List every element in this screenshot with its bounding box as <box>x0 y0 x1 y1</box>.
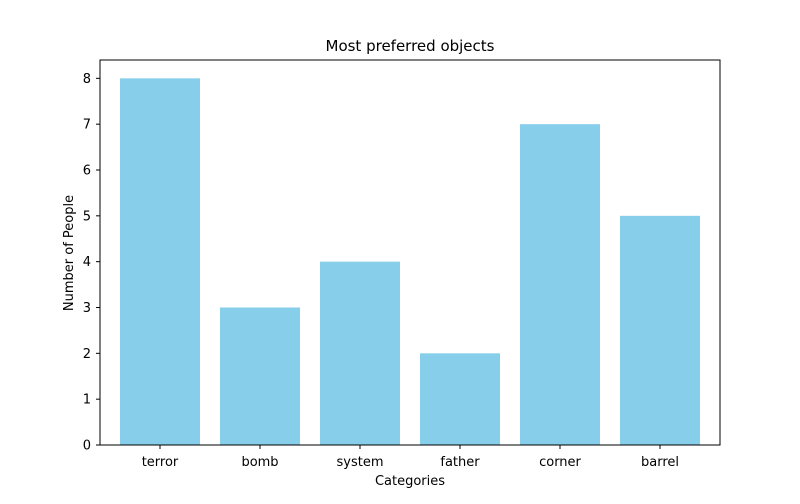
y-tick-label: 7 <box>83 118 91 133</box>
bars-layer <box>120 78 700 446</box>
x-tick-label: bomb <box>241 455 278 470</box>
bar-terror <box>120 78 200 445</box>
y-tick-label: 3 <box>83 301 91 316</box>
bar-system <box>320 261 400 445</box>
plot-area-frame <box>99 59 721 446</box>
bar-corner <box>520 124 600 446</box>
y-tick-label: 5 <box>83 209 91 224</box>
x-tick-label: barrel <box>641 455 679 470</box>
x-axis-ticks: terror bomb system father corner barrel <box>142 445 679 470</box>
y-tick-label: 8 <box>83 72 91 87</box>
y-tick-label: 0 <box>83 439 91 454</box>
x-tick-label: system <box>337 455 384 470</box>
chart-title: Most preferred objects <box>326 37 495 55</box>
bar-father <box>420 353 500 445</box>
y-tick-label: 4 <box>83 255 91 270</box>
x-tick-label: terror <box>142 455 179 470</box>
x-tick-label: father <box>440 455 480 470</box>
y-tick-label: 6 <box>83 164 91 179</box>
y-axis-label: Number of People <box>62 195 77 311</box>
x-axis-label: Categories <box>375 474 445 489</box>
bar-bomb <box>220 307 300 445</box>
y-axis-ticks: 0 1 2 3 4 5 6 7 8 <box>83 72 100 454</box>
y-tick-label: 1 <box>83 393 91 408</box>
y-tick-label: 2 <box>83 347 91 362</box>
bar-barrel <box>620 215 700 445</box>
x-tick-label: corner <box>539 455 581 470</box>
